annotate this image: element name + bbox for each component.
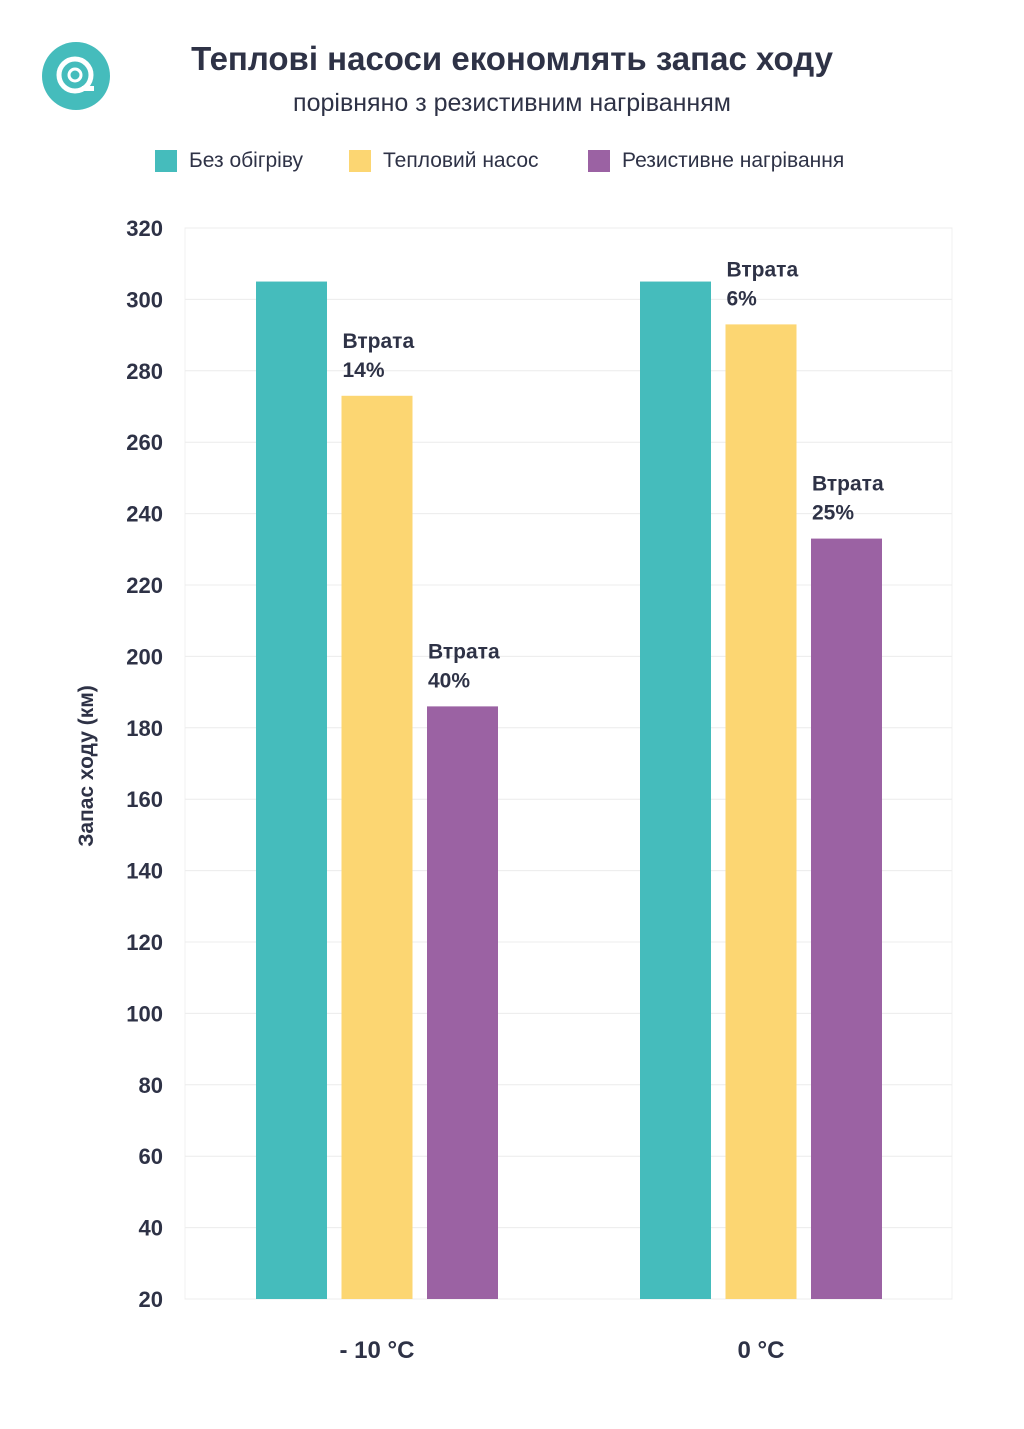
data-label: Втрата xyxy=(343,330,415,353)
x-tick-label: - 10 °C xyxy=(340,1337,415,1364)
bar xyxy=(811,538,882,1299)
y-tick-label: 80 xyxy=(139,1073,163,1098)
y-tick-label: 100 xyxy=(126,1001,163,1026)
legend-item-heat-pump: Тепловий насос xyxy=(349,146,539,176)
y-tick-label: 40 xyxy=(139,1216,163,1241)
data-label: 25% xyxy=(812,502,854,525)
y-axis-title: Запас ходу (км) xyxy=(75,685,98,847)
bar xyxy=(725,324,797,1299)
data-label: 40% xyxy=(428,669,470,692)
y-tick-label: 300 xyxy=(126,287,163,312)
y-tick-label: 180 xyxy=(126,716,163,741)
chart-title: Теплові насоси економлять запас ходу xyxy=(191,40,833,77)
x-tick-label: 0 °C xyxy=(738,1337,785,1364)
chart-subtitle: порівняно з резистивним нагріванням xyxy=(293,89,731,117)
data-label: Втрата xyxy=(428,640,500,663)
data-label: Втрата xyxy=(727,258,799,281)
bar xyxy=(427,706,498,1299)
y-tick-label: 320 xyxy=(126,216,163,241)
y-tick-label: 220 xyxy=(126,573,163,598)
y-tick-label: 260 xyxy=(126,430,163,455)
legend-label: Резистивне нагрівання xyxy=(622,149,845,172)
bar xyxy=(640,281,711,1299)
y-tick-label: 200 xyxy=(126,644,163,669)
y-tick-label: 140 xyxy=(126,859,163,884)
data-label: 14% xyxy=(343,359,385,382)
legend-swatch xyxy=(155,150,177,172)
bar xyxy=(341,395,413,1299)
logo-icon xyxy=(42,42,110,110)
y-tick-label: 280 xyxy=(126,359,163,384)
legend-label: Без обігріву xyxy=(189,149,304,172)
legend-item-resistive-heating: Резистивне нагрівання xyxy=(588,146,844,176)
y-tick-label: 120 xyxy=(126,930,163,955)
legend-item-no-heating: Без обігріву xyxy=(155,146,303,176)
y-tick-label: 60 xyxy=(139,1144,163,1169)
legend-swatch xyxy=(588,150,610,172)
data-label: 6% xyxy=(727,287,758,310)
y-tick-label: 240 xyxy=(126,502,163,527)
legend-label: Тепловий насос xyxy=(383,149,539,172)
legend: Без обігріву Тепловий насос Резистивне н… xyxy=(0,146,1024,176)
bar xyxy=(256,281,327,1299)
data-label: Втрата xyxy=(812,473,884,496)
legend-swatch xyxy=(349,150,371,172)
y-tick-label: 20 xyxy=(139,1287,163,1312)
y-tick-label: 160 xyxy=(126,787,163,812)
